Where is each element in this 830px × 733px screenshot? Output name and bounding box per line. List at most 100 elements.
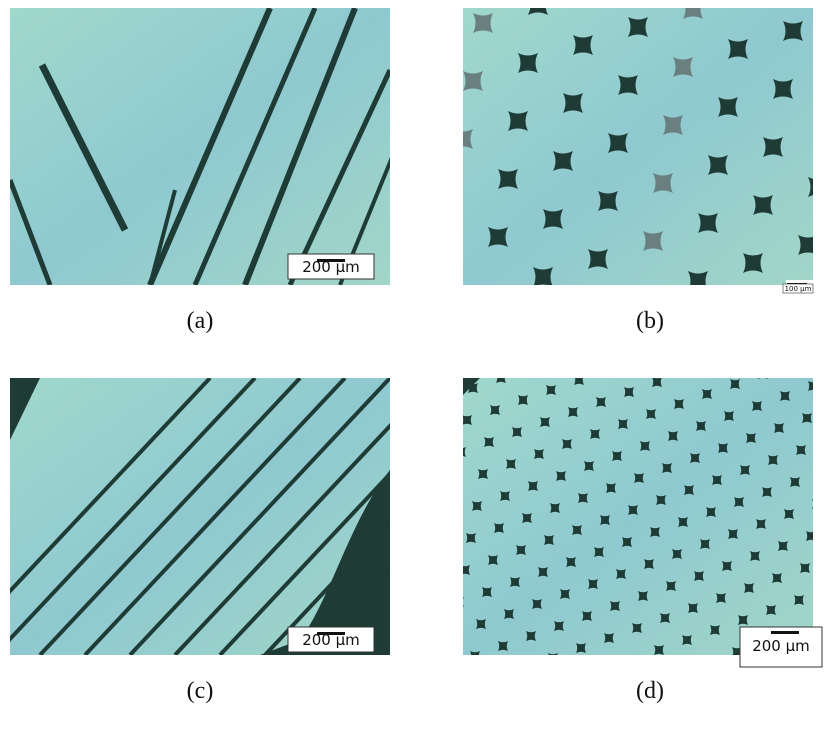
pore bbox=[802, 413, 812, 423]
pore bbox=[722, 561, 732, 571]
pore bbox=[553, 151, 573, 171]
pore bbox=[774, 423, 784, 433]
pore bbox=[626, 655, 636, 665]
pore bbox=[534, 449, 544, 459]
pore bbox=[628, 17, 648, 37]
scale-bar-c: 200 µm bbox=[288, 627, 374, 652]
pore bbox=[756, 519, 766, 529]
scale-label: 200 µm bbox=[302, 258, 360, 276]
pore bbox=[494, 523, 504, 533]
panel-caption: (b) bbox=[636, 308, 664, 334]
pore bbox=[563, 93, 583, 113]
pore bbox=[712, 475, 722, 485]
pore bbox=[702, 389, 712, 399]
pore bbox=[550, 503, 560, 513]
pore bbox=[806, 531, 816, 541]
pore bbox=[728, 39, 748, 59]
pore bbox=[610, 601, 620, 611]
figure: 200 µm 100 µm 200 µm 200 µm (a) (b) (c) … bbox=[0, 0, 830, 733]
pore bbox=[650, 527, 660, 537]
pore bbox=[476, 619, 486, 629]
pore bbox=[728, 529, 738, 539]
pore bbox=[808, 381, 818, 391]
pore bbox=[468, 383, 478, 393]
pore bbox=[578, 493, 588, 503]
pore bbox=[780, 391, 790, 401]
pore bbox=[738, 615, 748, 625]
pore bbox=[538, 567, 548, 577]
pore bbox=[672, 549, 682, 559]
panel-caption: (d) bbox=[636, 678, 664, 704]
pore bbox=[606, 483, 616, 493]
pore bbox=[460, 565, 470, 575]
pore bbox=[638, 591, 648, 601]
pore bbox=[682, 635, 692, 645]
pore bbox=[683, 0, 703, 19]
pore bbox=[582, 611, 592, 621]
pore bbox=[488, 555, 498, 565]
pore bbox=[560, 589, 570, 599]
pore bbox=[512, 427, 522, 437]
pore bbox=[690, 453, 700, 463]
pore bbox=[666, 581, 676, 591]
pore bbox=[752, 401, 762, 411]
pore bbox=[506, 459, 516, 469]
pore bbox=[546, 385, 556, 395]
pore bbox=[773, 79, 793, 99]
pore bbox=[800, 563, 810, 573]
pore bbox=[463, 71, 483, 91]
scale-label: 100 µm bbox=[785, 285, 812, 293]
pore bbox=[508, 111, 528, 131]
pore bbox=[500, 491, 510, 501]
pore bbox=[600, 515, 610, 525]
pore bbox=[763, 137, 783, 157]
pore bbox=[696, 421, 706, 431]
pore bbox=[694, 571, 704, 581]
pore bbox=[700, 539, 710, 549]
pore bbox=[612, 451, 622, 461]
scale-label: 200 µm bbox=[302, 631, 360, 649]
pore bbox=[808, 177, 828, 197]
pore bbox=[498, 641, 508, 651]
pore bbox=[634, 473, 644, 483]
panel-caption: (a) bbox=[187, 308, 214, 334]
pore bbox=[456, 447, 466, 457]
pore bbox=[740, 465, 750, 475]
pore bbox=[653, 173, 673, 193]
pore bbox=[708, 155, 728, 175]
pore bbox=[608, 133, 628, 153]
pore bbox=[573, 35, 593, 55]
micrograph-d bbox=[454, 367, 822, 665]
pore bbox=[604, 633, 614, 643]
pore bbox=[556, 471, 566, 481]
pore bbox=[778, 541, 788, 551]
pore bbox=[663, 115, 683, 135]
pore bbox=[750, 551, 760, 561]
pore bbox=[588, 249, 608, 269]
pore bbox=[710, 625, 720, 635]
pore bbox=[790, 477, 800, 487]
pore bbox=[688, 271, 708, 291]
pore bbox=[588, 579, 598, 589]
scale-bar-d: 200 µm bbox=[740, 627, 822, 667]
pore bbox=[490, 405, 500, 415]
pore bbox=[643, 231, 663, 251]
pore bbox=[453, 129, 473, 149]
pore bbox=[744, 583, 754, 593]
pore bbox=[688, 603, 698, 613]
pore bbox=[743, 253, 763, 273]
pore bbox=[718, 443, 728, 453]
pore bbox=[706, 507, 716, 517]
pore bbox=[576, 643, 586, 653]
pore bbox=[656, 495, 666, 505]
pore bbox=[510, 577, 520, 587]
pore bbox=[724, 411, 734, 421]
pore bbox=[598, 191, 618, 211]
pore bbox=[584, 461, 594, 471]
pore bbox=[772, 573, 782, 583]
pore bbox=[640, 441, 650, 451]
panel-caption: (c) bbox=[187, 678, 214, 704]
pore bbox=[644, 559, 654, 569]
pore bbox=[554, 621, 564, 631]
pore bbox=[473, 13, 493, 33]
